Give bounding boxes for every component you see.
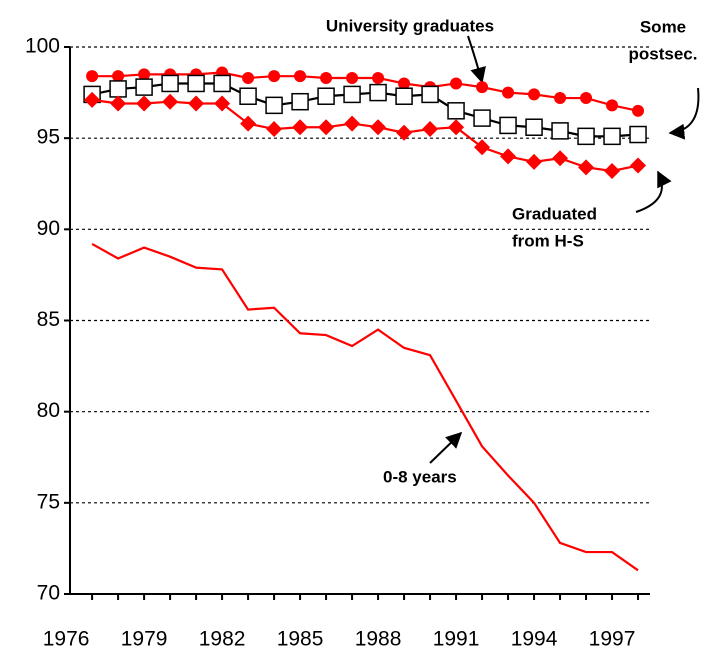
point <box>395 87 413 105</box>
point <box>474 139 491 156</box>
point <box>421 85 439 104</box>
point <box>318 119 335 136</box>
x-tick-label: 1976 <box>43 628 90 651</box>
point <box>372 71 385 84</box>
point <box>109 80 127 98</box>
point <box>162 93 179 110</box>
point <box>346 71 359 84</box>
point <box>369 83 387 102</box>
series-line <box>91 242 639 572</box>
point <box>632 104 645 117</box>
annotation: University graduates <box>326 16 494 35</box>
point <box>499 116 517 135</box>
y-tick-label: 85 <box>37 308 60 331</box>
point <box>317 87 335 105</box>
x-tick-label: 1982 <box>199 628 246 651</box>
point <box>266 121 283 138</box>
point <box>476 81 489 94</box>
point <box>213 74 231 93</box>
point <box>502 86 515 99</box>
point <box>606 99 619 112</box>
point <box>630 157 647 174</box>
series-line <box>92 71 639 112</box>
y-tick-label: 75 <box>37 490 60 513</box>
point <box>526 153 543 170</box>
point <box>135 78 153 96</box>
point <box>500 148 517 165</box>
series-line <box>91 82 639 138</box>
y-tick-label: 95 <box>37 126 60 149</box>
x-tick-label: 1991 <box>433 628 480 651</box>
annotation: 0-8 years <box>383 467 457 486</box>
annotation-arrows <box>429 35 700 464</box>
annotation: Graduated <box>512 204 597 223</box>
point <box>448 119 465 136</box>
point <box>447 102 465 120</box>
point <box>240 115 257 132</box>
y-tick-label: 90 <box>37 217 60 240</box>
point <box>187 74 205 93</box>
point <box>86 70 99 83</box>
x-tick-label: 1994 <box>511 628 558 651</box>
point <box>112 70 125 83</box>
point <box>398 77 411 90</box>
point <box>629 125 647 144</box>
point <box>552 150 569 167</box>
point <box>450 77 463 90</box>
annotation: Some <box>640 17 686 36</box>
annotation: postsec. <box>629 44 698 63</box>
point <box>320 71 333 84</box>
x-tick-label: 1997 <box>589 628 636 651</box>
point <box>291 92 309 111</box>
point <box>110 95 127 112</box>
point <box>84 91 101 108</box>
point <box>422 121 439 138</box>
point <box>242 71 255 84</box>
x-tick-label: 1979 <box>121 628 168 651</box>
point <box>580 92 593 105</box>
point <box>265 96 283 115</box>
point <box>577 127 595 146</box>
point <box>344 115 361 132</box>
point <box>603 127 621 146</box>
point <box>292 119 309 136</box>
series-line <box>91 98 639 173</box>
point <box>294 70 307 83</box>
point <box>528 88 541 101</box>
point <box>268 70 281 83</box>
point <box>604 162 621 179</box>
point <box>138 68 151 81</box>
point <box>473 109 491 127</box>
point <box>578 159 595 176</box>
point <box>161 74 179 93</box>
x-tick-label: 1985 <box>277 628 324 651</box>
y-tick-label: 70 <box>37 582 60 605</box>
annotation: from H-S <box>512 231 584 250</box>
point <box>214 95 231 112</box>
point <box>525 118 543 136</box>
point <box>396 124 413 141</box>
point <box>551 122 569 140</box>
point <box>370 119 387 136</box>
y-tick-label: 80 <box>37 399 60 422</box>
point <box>554 92 567 105</box>
point <box>343 85 361 104</box>
point <box>188 95 205 112</box>
point <box>239 87 257 105</box>
y-tick-label: 100 <box>25 35 60 58</box>
x-tick-label: 1988 <box>355 628 402 651</box>
point <box>136 95 153 112</box>
